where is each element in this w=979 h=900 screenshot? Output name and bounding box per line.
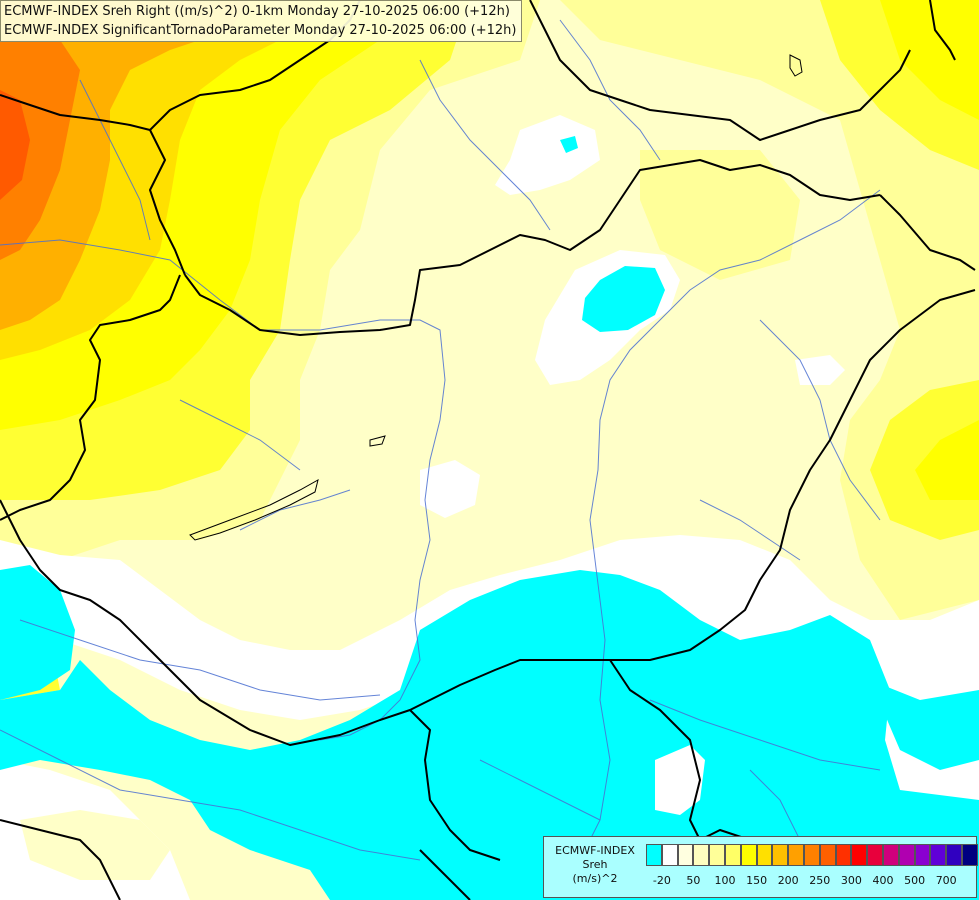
river-danube — [0, 239, 446, 741]
river-tisza — [579, 189, 881, 861]
legend-swatch — [851, 844, 868, 866]
field-white-island-south — [655, 745, 705, 815]
field-yellow-island-sw — [20, 810, 170, 880]
river-north-2 — [419, 59, 551, 231]
legend-tick-label: 300 — [840, 874, 862, 887]
title-line-2: ECMWF-INDEX SignificantTornadoParameter … — [4, 23, 517, 38]
legend-title-line-2: Sreh — [582, 858, 608, 871]
river-e-2 — [699, 499, 801, 561]
legend-tick-label: 500 — [904, 874, 926, 887]
field-red-orange — [0, 90, 30, 200]
field-cyan-south — [0, 570, 979, 900]
title-line-1: ECMWF-INDEX Sreh Right ((m/s)^2) 0-1km M… — [4, 4, 510, 19]
field-cyan-ne-island — [870, 680, 979, 770]
color-legend: ECMWF-INDEX Sreh (m/s)^2 -20 50 100 150 200 2… — [543, 836, 978, 898]
border-serbia-east — [609, 659, 751, 841]
legend-swatch — [756, 844, 773, 866]
legend-swatch — [914, 844, 931, 866]
legend-title-line-1: ECMWF-INDEX — [555, 844, 635, 857]
legend-swatch — [677, 844, 694, 866]
legend-tick-label: -20 — [652, 874, 671, 887]
legend-swatch — [661, 844, 678, 866]
legend-swatch — [946, 844, 962, 866]
legend-swatch — [788, 844, 804, 866]
border-montenegro — [419, 849, 471, 900]
field-cyan-north — [560, 136, 578, 153]
legend-swatch — [709, 844, 725, 866]
legend-ticks: -20 50 100 150 200 250 300 400 500 700 — [544, 874, 978, 890]
legend-swatch — [835, 844, 852, 866]
legend-swatch — [867, 844, 883, 866]
river-s-2 — [479, 759, 601, 821]
legend-tick-label: 50 — [686, 874, 701, 887]
rivers — [0, 19, 881, 881]
river-s-1 — [649, 699, 881, 771]
river-sava — [0, 729, 421, 861]
river-drava — [19, 619, 381, 701]
lakes — [189, 54, 803, 541]
lake-small-1 — [369, 435, 386, 447]
legend-tick-label: 700 — [935, 874, 957, 887]
legend-swatch — [819, 844, 836, 866]
field-deep-yellow-e — [915, 420, 979, 500]
legend-swatch — [803, 844, 820, 866]
legend-swatch — [930, 844, 947, 866]
legend-swatch — [693, 844, 710, 866]
river-west-1 — [79, 79, 151, 241]
legend-swatches — [646, 844, 978, 866]
border-ukraine — [879, 194, 976, 271]
border-romania-west — [0, 289, 976, 746]
border-ne — [929, 0, 956, 61]
map-title-box: ECMWF-INDEX Sreh Right ((m/s)^2) 0-1km M… — [0, 0, 522, 42]
border-slovenia — [0, 274, 181, 521]
legend-tick-label: 400 — [872, 874, 894, 887]
legend-swatch — [961, 844, 978, 866]
field-white-south — [0, 535, 979, 820]
field-deep-yellow-ne — [880, 0, 979, 120]
legend-swatch — [772, 844, 789, 866]
legend-swatch — [740, 844, 757, 866]
river-lake-mid — [239, 489, 351, 531]
legend-tick-label: 150 — [746, 874, 768, 887]
border-hungary-south — [409, 709, 501, 861]
border-bosnia — [0, 819, 121, 900]
legend-tick-label: 100 — [714, 874, 736, 887]
legend-title: ECMWF-INDEX Sreh (m/s)^2 — [546, 844, 644, 886]
lake-balaton — [189, 479, 319, 541]
legend-title-line-3: (m/s)^2 — [572, 872, 618, 885]
legend-swatch — [898, 844, 915, 866]
river-north-1 — [559, 19, 661, 161]
field-light-yellow-center — [640, 150, 800, 280]
border-poland-slovakia — [529, 0, 911, 141]
river-west-2 — [179, 399, 301, 471]
legend-swatch — [646, 844, 662, 866]
field-white-mid — [420, 460, 480, 518]
field-cyan-west — [0, 565, 75, 700]
legend-swatch — [882, 844, 899, 866]
field-dark-orange — [0, 40, 80, 260]
river-e-1 — [759, 319, 881, 521]
border-austria-north — [184, 159, 881, 336]
field-cyan-center — [582, 266, 665, 332]
field-white-east — [795, 355, 845, 385]
legend-tick-label: 250 — [809, 874, 831, 887]
legend-swatch — [724, 844, 741, 866]
field-white-north — [495, 115, 600, 195]
lake-small-2 — [789, 54, 803, 77]
legend-tick-label: 200 — [777, 874, 799, 887]
